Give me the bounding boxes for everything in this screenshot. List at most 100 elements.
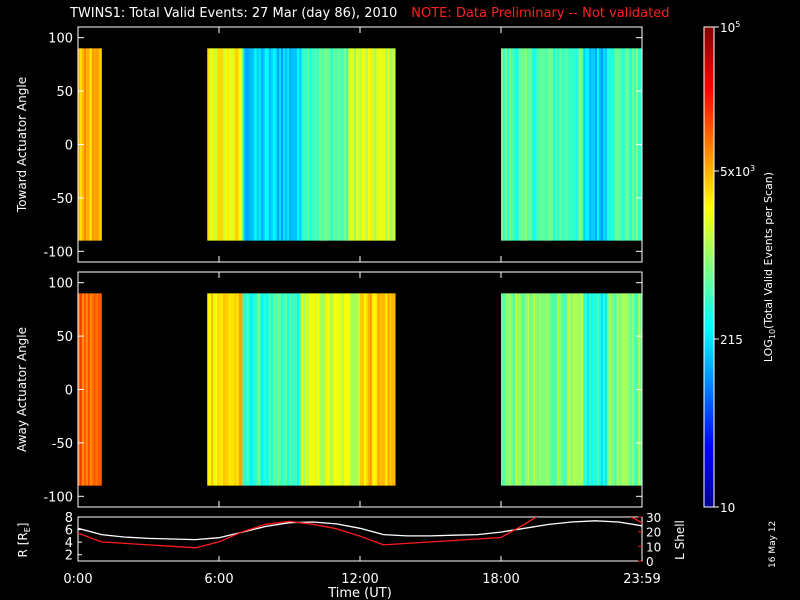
toward-heatmap-cell bbox=[391, 48, 394, 241]
toward-heatmap-cell bbox=[379, 48, 382, 241]
away-heatmap-cell bbox=[529, 293, 532, 486]
toward-heatmap-cell bbox=[291, 48, 294, 241]
away-heatmap-cell bbox=[357, 293, 361, 486]
away-heatmap-cell bbox=[600, 293, 604, 486]
away-heatmap-cell bbox=[274, 293, 278, 486]
toward-heatmap-cell bbox=[571, 48, 574, 241]
toward-heatmap-cell bbox=[509, 48, 512, 241]
away-heatmap-cell bbox=[583, 293, 586, 486]
away-heatmap-cell bbox=[608, 293, 611, 486]
toward-heatmap-cell bbox=[563, 48, 566, 241]
toward-heatmap-cell bbox=[270, 48, 274, 241]
toward-heatmap-cell bbox=[262, 48, 266, 241]
away-heatmap-cell bbox=[307, 293, 310, 486]
away-heatmap-cell bbox=[360, 293, 363, 486]
toward-heatmap-cell bbox=[367, 48, 371, 241]
away-heatmap-cell bbox=[595, 293, 598, 486]
away-heatmap-cell bbox=[539, 293, 542, 486]
away-heatmap-cell bbox=[285, 293, 288, 486]
toward-heatmap-cell bbox=[272, 48, 276, 241]
toward-heatmap-cell bbox=[525, 48, 528, 241]
toward-heatmap-cell bbox=[585, 48, 588, 241]
away-heatmap-cell bbox=[612, 293, 615, 486]
away-heatmap-cell bbox=[577, 293, 580, 486]
away-heatmap-cell bbox=[244, 293, 247, 486]
toward-heatmap-cell bbox=[217, 48, 220, 241]
away-heatmap-cell bbox=[391, 293, 394, 486]
away-heatmap-cell bbox=[315, 293, 318, 486]
orbit-xtick-label: 6:00 bbox=[204, 572, 233, 587]
away-heatmap-cell bbox=[266, 293, 270, 486]
away-heatmap-cell bbox=[533, 293, 536, 486]
away-heatmap-cell bbox=[209, 293, 212, 486]
toward-heatmap-cell bbox=[314, 48, 318, 241]
away-heatmap-cell bbox=[278, 293, 282, 486]
toward-heatmap-cell bbox=[365, 48, 369, 241]
toward-heatmap-cell bbox=[258, 48, 262, 241]
away-heatmap-cell bbox=[252, 293, 255, 486]
away-heatmap-cell bbox=[319, 293, 322, 486]
toward-heatmap-cell bbox=[220, 48, 224, 241]
orbit-lines bbox=[78, 517, 642, 549]
away-heatmap-cell bbox=[363, 293, 367, 486]
orbit-xtick-label: 23:59 bbox=[623, 572, 660, 587]
colorbar-gradient bbox=[703, 26, 715, 508]
away-heatmap-cell bbox=[321, 293, 324, 486]
away-heatmap-cell bbox=[87, 293, 91, 486]
away-heatmap-cell bbox=[632, 293, 635, 486]
toward-heatmap-cell bbox=[285, 48, 288, 241]
toward-heatmap-cell bbox=[336, 48, 339, 241]
away-heatmap-cell bbox=[365, 293, 369, 486]
orbit-xlabel: Time (UT) bbox=[327, 586, 392, 600]
away-heatmap-cell bbox=[579, 293, 582, 486]
colorbar-tick-label: 5x103 bbox=[720, 164, 755, 179]
toward-heatmap-cell bbox=[628, 48, 631, 241]
toward-heatmap-cell bbox=[630, 48, 633, 241]
away-heatmap-cell bbox=[525, 293, 528, 486]
away-heatmap-cell bbox=[207, 293, 210, 486]
away-heatmap-cell bbox=[565, 293, 568, 486]
away-heatmap-cell bbox=[602, 293, 606, 486]
away-heatmap-cell bbox=[220, 293, 224, 486]
away-heatmap-cell bbox=[367, 293, 371, 486]
away-ytick-label: -100 bbox=[43, 490, 73, 505]
toward-heatmap-cell bbox=[234, 48, 237, 241]
toward-heatmap-cell bbox=[211, 48, 214, 241]
toward-heatmap-cell bbox=[301, 48, 304, 241]
away-heatmap-cell bbox=[535, 293, 538, 486]
toward-heatmap-cell bbox=[328, 48, 331, 241]
away-heatmap-cell bbox=[541, 293, 544, 486]
away-heatmap-cell bbox=[305, 293, 308, 486]
orbit-left-ylabel: R [RE] bbox=[16, 523, 32, 558]
away-heatmap-cell bbox=[339, 293, 343, 486]
away-heatmap-cell bbox=[505, 293, 508, 486]
toward-heatmap-cell bbox=[624, 48, 627, 241]
orbit-right-ytick-label: 0 bbox=[646, 555, 654, 569]
away-heatmap-cell bbox=[276, 293, 280, 486]
away-ytick-label: -50 bbox=[52, 437, 73, 452]
away-heatmap-cell bbox=[254, 293, 257, 486]
toward-heatmap-cell bbox=[360, 48, 363, 241]
toward-heatmap-cell bbox=[295, 48, 298, 241]
away-heatmap-cell bbox=[503, 293, 506, 486]
orbit-right-ytick-label: 20 bbox=[646, 526, 661, 540]
away-heatmap-cell bbox=[559, 293, 562, 486]
toward-heatmap-cell bbox=[539, 48, 542, 241]
away-heatmap-cell bbox=[531, 293, 534, 486]
away-heatmap-cell bbox=[353, 293, 357, 486]
toward-heatmap-cell bbox=[511, 48, 514, 241]
away-heatmap-cell bbox=[323, 293, 326, 486]
toward-heatmap-cell bbox=[213, 48, 216, 241]
toward-heatmap-cell bbox=[381, 48, 384, 241]
away-heatmap-cell bbox=[250, 293, 253, 486]
away-heatmap-cell bbox=[232, 293, 235, 486]
toward-heatmap-cell bbox=[276, 48, 280, 241]
colorbar: 105 5x103 215 10 LOG10(Total Valid Events pe… bbox=[703, 20, 777, 515]
toward-heatmap-cell bbox=[232, 48, 235, 241]
away-heatmap-cell bbox=[283, 293, 286, 486]
away-heatmap-cell bbox=[581, 293, 584, 486]
away-heatmap-cell bbox=[385, 293, 388, 486]
away-heatmap-cell bbox=[262, 293, 266, 486]
away-heatmap-cell bbox=[97, 293, 100, 486]
away-heatmap-cell bbox=[351, 293, 355, 486]
